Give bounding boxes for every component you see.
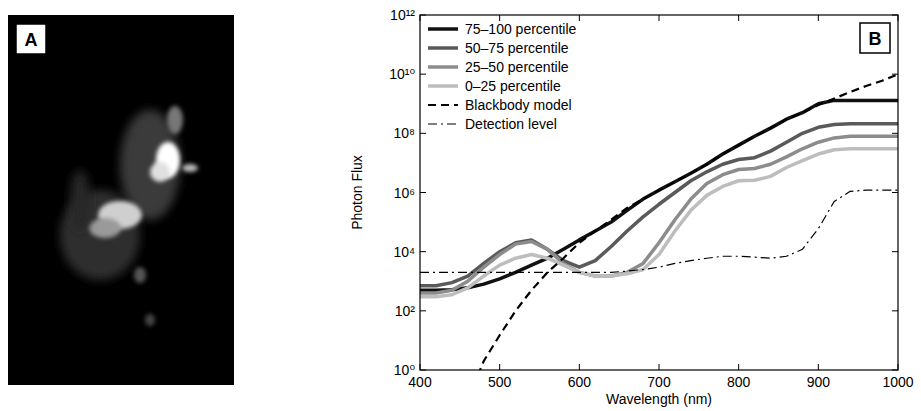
y-tick	[420, 133, 426, 134]
x-tick	[659, 15, 660, 21]
x-tick	[579, 15, 580, 21]
x-tick-label: 800	[727, 374, 751, 390]
y-tick	[892, 310, 898, 311]
image-highlight	[89, 218, 121, 238]
image-highlight	[150, 162, 170, 182]
legend-swatch	[428, 27, 458, 31]
image-highlight	[145, 314, 155, 326]
x-tick-label: 700	[647, 374, 671, 390]
x-tick	[738, 15, 739, 21]
x-tick-label: 1000	[882, 374, 913, 390]
x-tick-label: 900	[807, 374, 831, 390]
legend-swatch	[428, 65, 458, 69]
y-tick-label: 10⁶	[394, 185, 415, 201]
image-content	[60, 106, 198, 326]
plot-lines	[420, 74, 898, 370]
panel-label-box	[16, 24, 46, 54]
image-panel: A	[8, 15, 234, 385]
y-tick-label: 10⁸	[394, 125, 416, 141]
image-highlight	[182, 164, 198, 172]
legend: 75–100 percentile 50–75 percentile 25–50 p…	[428, 21, 577, 132]
chart-panel: 400500600700800900100010⁰10²10⁴10⁶10⁸10¹…	[349, 7, 914, 407]
x-tick	[818, 364, 819, 370]
y-tick	[420, 74, 426, 75]
y-tick	[892, 192, 898, 193]
panel-label: A	[25, 30, 38, 50]
panel-label-box	[860, 23, 890, 53]
y-tick-label: 10¹²	[390, 7, 415, 23]
y-tick-label: 10⁰	[394, 362, 416, 378]
legend-label: 75–100 percentile	[465, 21, 577, 37]
image-highlight	[70, 170, 90, 230]
y-tick	[892, 133, 898, 134]
legend-label: Detection level	[465, 116, 557, 132]
legend-label: Blackbody model	[465, 97, 572, 113]
figure: A400500600700800900100010⁰10²10⁴10⁶10⁸10…	[0, 0, 921, 411]
legend-swatch	[428, 84, 458, 88]
image-highlight	[167, 106, 183, 134]
x-tick	[579, 364, 580, 370]
y-tick	[892, 251, 898, 252]
legend-label: 0–25 percentile	[465, 78, 561, 94]
x-axis-title: Wavelength (nm)	[606, 391, 712, 407]
plot-frame	[420, 15, 898, 370]
x-tick	[659, 364, 660, 370]
x-tick	[738, 364, 739, 370]
legend-swatch	[428, 104, 458, 106]
x-tick-label: 500	[488, 374, 512, 390]
series-line	[420, 190, 898, 272]
image-background	[8, 15, 234, 385]
legend-swatch	[428, 123, 458, 124]
x-tick-label: 600	[568, 374, 592, 390]
panel-label: B	[869, 29, 882, 49]
x-tick	[818, 15, 819, 21]
legend-swatch	[428, 46, 458, 50]
image-highlight	[134, 267, 146, 283]
legend-label: 25–50 percentile	[465, 59, 569, 75]
y-tick-label: 10⁴	[393, 244, 415, 260]
y-tick	[420, 251, 426, 252]
y-tick	[420, 192, 426, 193]
y-tick	[420, 310, 426, 311]
legend-label: 50–75 percentile	[465, 40, 569, 56]
y-axis-title: Photon Flux	[349, 155, 365, 230]
x-tick	[499, 364, 500, 370]
y-tick-label: 10²	[395, 303, 416, 319]
y-tick-label: 10¹⁰	[389, 66, 415, 82]
series-line	[420, 149, 898, 297]
